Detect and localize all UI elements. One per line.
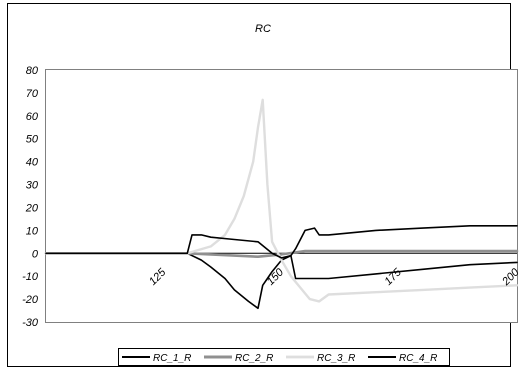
legend-label: RC_2_R (235, 353, 273, 364)
y-tick-label: 10 (26, 225, 39, 237)
legend-label: RC_4_R (399, 353, 437, 364)
y-tick-label: 80 (26, 65, 39, 77)
y-tick-label: 30 (26, 180, 39, 192)
legend-label: RC_3_R (317, 353, 355, 364)
y-tick-label: -10 (22, 271, 39, 283)
legend: RC_1_R RC_2_R RC_3_R RC_4_R (118, 348, 450, 366)
y-tick-label: 20 (25, 202, 39, 214)
series-line-rc-1-r (45, 252, 518, 310)
y-tick-label: 0 (32, 248, 39, 260)
y-axis-tick-labels: 80 70 60 50 40 30 20 10 0 -10 -20 -30 (22, 65, 39, 329)
series-lines (44, 98, 519, 310)
legend-box (118, 348, 450, 366)
y-tick-label: -30 (22, 317, 39, 329)
y-tick-label: -20 (22, 294, 39, 306)
series-line-rc-4-r (45, 225, 518, 259)
legend-label: RC_1_R (153, 353, 191, 364)
y-tick-label: 50 (26, 134, 39, 146)
plot-area (45, 69, 518, 323)
chart-title: RC (255, 23, 271, 35)
y-tick-label: 40 (26, 157, 39, 169)
y-tick-label: 70 (26, 88, 39, 100)
series-line-rc-3-r (44, 98, 519, 303)
y-tick-label: 60 (26, 111, 39, 123)
